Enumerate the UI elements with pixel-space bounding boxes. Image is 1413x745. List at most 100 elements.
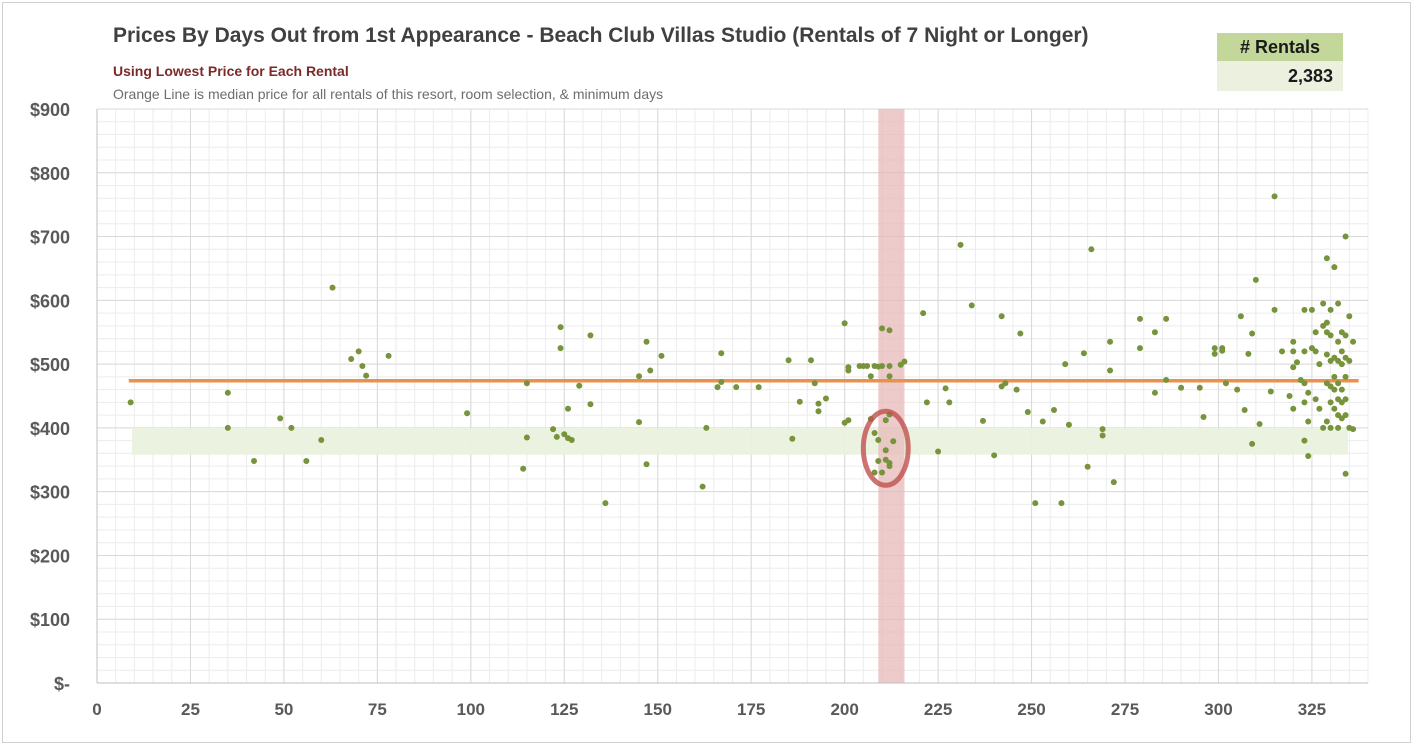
data-point — [568, 437, 575, 444]
data-point — [348, 356, 355, 363]
data-point — [1338, 348, 1345, 355]
x-tick-label: 150 — [644, 700, 672, 719]
x-tick-label: 125 — [550, 700, 578, 719]
chart-note: Orange Line is median price for all rent… — [113, 86, 664, 102]
data-point — [815, 400, 822, 407]
data-point — [886, 373, 893, 380]
data-point — [796, 398, 803, 405]
data-point — [1342, 233, 1349, 240]
y-tick-label: $500 — [30, 355, 70, 375]
data-point — [1308, 306, 1315, 313]
days-range-band — [878, 109, 905, 683]
data-point — [879, 469, 886, 476]
rentals-label: # Rentals — [1217, 33, 1343, 61]
data-point — [561, 431, 568, 438]
data-point — [1013, 386, 1020, 393]
data-point — [1062, 361, 1069, 368]
data-point — [1342, 332, 1349, 339]
data-point — [553, 433, 560, 440]
data-point — [1301, 348, 1308, 355]
rentals-count-box: # Rentals 2,383 — [1217, 33, 1343, 91]
y-tick-label: $700 — [30, 228, 70, 248]
data-point — [1050, 407, 1057, 414]
data-point — [647, 367, 654, 374]
data-point — [1290, 338, 1297, 345]
data-point — [920, 310, 927, 317]
data-point — [587, 401, 594, 408]
data-point — [303, 458, 310, 465]
data-point — [755, 384, 762, 391]
data-point — [864, 363, 871, 370]
data-point — [1342, 373, 1349, 380]
data-point — [636, 419, 643, 426]
data-point — [636, 373, 643, 380]
data-point — [1099, 432, 1106, 439]
data-point — [882, 447, 889, 454]
data-point — [1335, 380, 1342, 387]
x-tick-label: 325 — [1298, 700, 1326, 719]
data-point — [224, 424, 231, 431]
data-point — [1316, 361, 1323, 368]
data-point — [658, 352, 665, 359]
data-point — [886, 363, 893, 370]
data-point — [718, 378, 725, 385]
data-point — [875, 458, 882, 465]
data-point — [643, 338, 650, 345]
data-point — [1301, 399, 1308, 406]
data-point — [1065, 421, 1072, 428]
data-point — [1293, 359, 1300, 366]
data-point — [879, 325, 886, 332]
data-point — [1267, 388, 1274, 395]
data-point — [1320, 424, 1327, 431]
x-tick-label: 225 — [924, 700, 952, 719]
data-point — [1151, 329, 1158, 336]
x-tick-label: 50 — [274, 700, 293, 719]
data-point — [845, 417, 852, 424]
data-point — [565, 405, 572, 412]
data-point — [1305, 389, 1312, 396]
data-point — [845, 364, 852, 371]
data-point — [882, 417, 889, 424]
data-point — [946, 399, 953, 406]
data-point — [1219, 347, 1226, 354]
data-point — [1107, 367, 1114, 374]
data-point — [1107, 338, 1114, 345]
chart-title: Prices By Days Out from 1st Appearance -… — [113, 24, 1089, 47]
data-point — [1252, 276, 1259, 283]
data-point — [1327, 306, 1334, 313]
data-point — [1196, 384, 1203, 391]
data-point — [808, 357, 815, 364]
data-point — [1301, 380, 1308, 387]
data-point — [523, 380, 530, 387]
data-point — [1163, 315, 1170, 322]
data-point — [576, 382, 583, 389]
data-point — [703, 424, 710, 431]
data-point — [957, 241, 964, 248]
x-tick-label: 250 — [1017, 700, 1045, 719]
data-point — [1331, 405, 1338, 412]
data-point — [901, 358, 908, 365]
data-point — [318, 437, 325, 444]
grid-layer — [96, 108, 1369, 684]
data-point — [224, 389, 231, 396]
data-point — [789, 435, 796, 442]
data-point — [733, 384, 740, 391]
x-tick-label: 0 — [92, 700, 101, 719]
data-point — [699, 483, 706, 490]
y-tick-label: $300 — [30, 483, 70, 503]
data-point — [1342, 396, 1349, 403]
data-point — [1335, 338, 1342, 345]
data-point — [1110, 479, 1117, 486]
y-tick-label: $600 — [30, 291, 70, 311]
data-point — [1080, 350, 1087, 357]
data-point — [1271, 306, 1278, 313]
data-point — [1331, 373, 1338, 380]
data-point — [1271, 193, 1278, 200]
data-point — [288, 424, 295, 431]
data-point — [1305, 452, 1312, 459]
data-point — [1237, 313, 1244, 320]
data-point — [1346, 313, 1353, 320]
data-point — [815, 408, 822, 415]
data-point — [1301, 306, 1308, 313]
data-point — [1327, 424, 1334, 431]
